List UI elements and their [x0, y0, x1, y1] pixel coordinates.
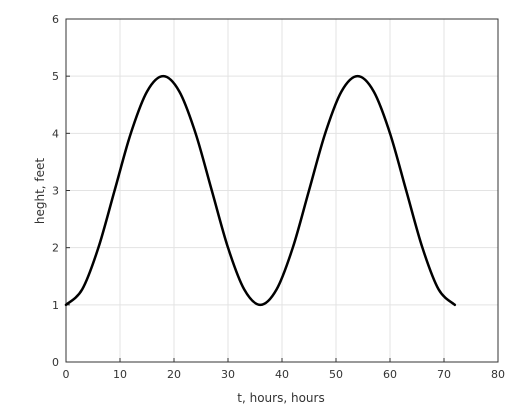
y-tick-label: 0 [52, 356, 59, 369]
y-tick-label: 3 [52, 185, 59, 198]
y-tick-label: 1 [52, 299, 59, 312]
y-tick-label: 4 [52, 127, 59, 140]
x-axis-label: t, hours, hours [237, 391, 324, 405]
x-tick-label: 10 [113, 368, 127, 381]
x-tick-label: 40 [275, 368, 289, 381]
x-tick-label: 30 [221, 368, 235, 381]
y-tick-label: 5 [52, 70, 59, 83]
x-tick-label: 70 [437, 368, 451, 381]
grid [65, 18, 499, 363]
x-tick-label: 50 [329, 368, 343, 381]
axis-ticks: 0 10 20 30 40 50 60 70 80 0 1 2 3 4 5 6 [52, 13, 505, 381]
y-tick-label: 6 [52, 13, 59, 26]
x-tick-label: 20 [167, 368, 181, 381]
series-line [64, 74, 457, 307]
x-tick-label: 80 [491, 368, 505, 381]
y-axis-label: heght, feet [33, 158, 47, 225]
series-layer [64, 74, 457, 307]
x-tick-label: 0 [63, 368, 70, 381]
y-tick-label: 2 [52, 242, 59, 255]
x-tick-label: 60 [383, 368, 397, 381]
